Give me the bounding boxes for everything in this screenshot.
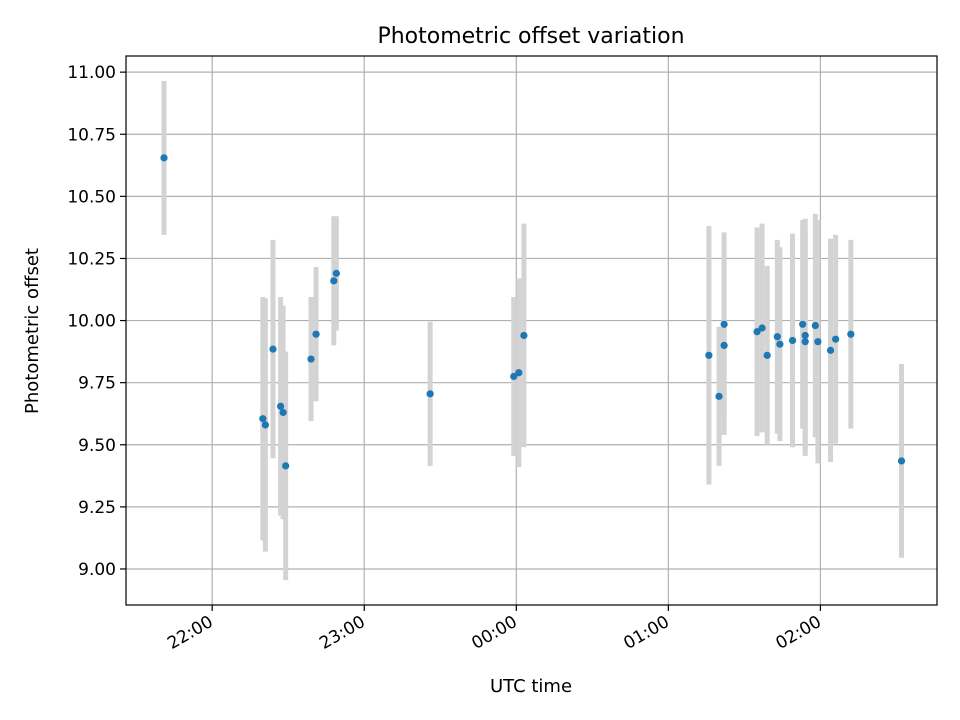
data-point: [801, 331, 809, 340]
data-point: [312, 330, 320, 338]
data-point: [515, 369, 523, 377]
data-point: [520, 331, 528, 340]
data-point: [776, 340, 784, 348]
data-point: [307, 355, 315, 363]
plot-frame: [125, 55, 938, 606]
y-tick-label: 10.00: [67, 312, 116, 332]
data-point: [753, 328, 761, 336]
data-point: [763, 351, 771, 359]
data-point: [826, 346, 835, 354]
y-axis-label: Photometric offset: [22, 248, 43, 414]
data-point: [332, 269, 340, 277]
y-tick-label: 10.75: [67, 125, 116, 145]
data-point: [811, 321, 819, 330]
y-tick-label: 9.50: [78, 436, 116, 456]
y-tick-label: 10.50: [67, 187, 116, 207]
chart-title: Photometric offset variation: [377, 24, 684, 49]
data-point: [758, 324, 766, 332]
data-point: [847, 330, 855, 338]
data-point: [160, 154, 168, 162]
data-point: [801, 338, 809, 346]
data-point: [279, 408, 287, 417]
data-point: [261, 421, 269, 429]
data-point: [788, 336, 797, 345]
data-point: [510, 372, 518, 381]
data-point: [282, 462, 290, 470]
data-point: [705, 351, 713, 359]
data-point: [715, 392, 723, 400]
y-tick-label: 9.00: [78, 560, 116, 580]
data-point: [814, 338, 822, 346]
data-points: [160, 154, 906, 470]
data-point: [259, 415, 267, 423]
data-point: [276, 402, 285, 410]
data-point: [330, 277, 338, 285]
data-point: [897, 457, 906, 465]
y-tick-label: 9.75: [78, 374, 116, 394]
y-tick-label: 9.25: [78, 498, 116, 518]
y-tick-label: 11.00: [67, 63, 116, 83]
data-point: [720, 341, 728, 350]
data-point: [720, 320, 728, 328]
y-tick-label: 10.25: [67, 249, 116, 269]
data-point: [426, 390, 434, 398]
data-point: [799, 320, 807, 328]
x-axis-label: UTC time: [490, 676, 572, 697]
data-point: [773, 333, 781, 341]
data-point: [832, 335, 840, 343]
data-point: [269, 345, 277, 353]
y-axis-ticks: 9.00 9.25 9.50 9.75 10.00 10.25 10.50 10.75 11.0…: [67, 63, 126, 580]
